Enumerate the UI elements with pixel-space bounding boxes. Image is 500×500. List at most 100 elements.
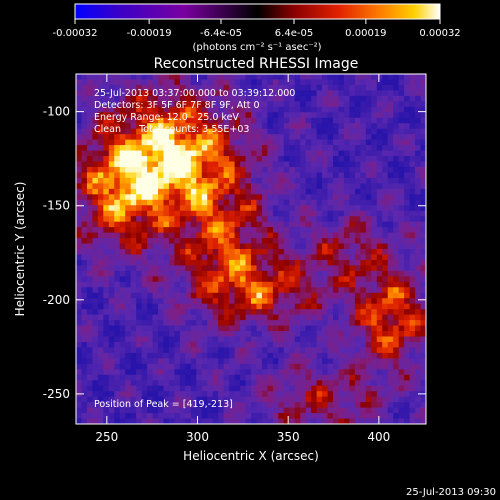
heatmap-cell [81,331,88,337]
heatmap-cell [354,106,361,113]
heatmap-cell [190,363,197,370]
heatmap-cell [86,172,93,179]
heatmap-cell [360,254,367,261]
heatmap-cell [86,265,93,272]
heatmap-cell [103,221,110,228]
heatmap-cell [201,320,208,326]
heatmap-cell [349,402,356,408]
heatmap-cell [327,205,334,212]
y-axis-label: Heliocentric Y (arcsec) [13,182,27,317]
heatmap-cell [404,150,410,157]
heatmap-cell [163,156,170,162]
heatmap-cell [343,391,350,398]
heatmap-cell [289,374,296,381]
heatmap-cell [245,194,252,201]
heatmap-cell [185,74,192,80]
heatmap-cell [387,177,394,184]
heatmap-cell [114,139,121,146]
heatmap-cell [114,287,121,294]
heatmap-cell [185,221,192,228]
heatmap-cell [420,199,426,206]
heatmap-cell [393,172,400,179]
heatmap-cell [125,166,132,173]
heatmap-cell [404,396,410,403]
heatmap-cell [86,117,93,124]
heatmap-cell [409,259,416,266]
heatmap-cell [415,287,421,294]
heatmap-cell [245,325,252,332]
heatmap-cell [376,84,383,91]
heatmap-cell [360,243,367,250]
y-tick-label: -200 [43,293,70,307]
heatmap-cell [81,336,88,343]
heatmap-cell [108,314,115,321]
heatmap-cell [278,188,285,195]
heatmap-cell [86,303,93,310]
heatmap-cell [212,254,219,261]
heatmap-cell [251,145,257,151]
heatmap-cell [415,117,421,124]
heatmap-cell [311,265,318,272]
heatmap-cell [360,270,367,277]
heatmap-cell [327,199,334,206]
heatmap-cell [212,331,219,337]
heatmap-cell [92,402,99,408]
heatmap-cell [152,418,159,424]
heatmap-cell [125,161,132,168]
heatmap-cell [185,123,192,130]
heatmap-cell [179,418,186,424]
heatmap-cell [256,391,263,398]
heatmap-cell [108,331,115,337]
heatmap-cell [300,210,307,217]
heatmap-cell [261,259,268,266]
heatmap-cell [305,314,312,321]
heatmap-cell [174,243,181,250]
heatmap-cell [322,363,328,370]
heatmap-cell [245,347,252,354]
heatmap-cell [218,183,225,190]
heatmap-cell [398,298,405,305]
heatmap-cell [415,303,421,310]
heatmap-cell [327,150,334,157]
chart-title: Reconstructed RHESSI Image [154,56,359,72]
heatmap-cell [174,84,181,91]
heatmap-cell [338,249,345,255]
heatmap-cell [327,90,334,97]
heatmap-cell [333,177,339,184]
heatmap-cell [300,74,307,80]
heatmap-cell [300,183,307,190]
heatmap-cell [316,161,323,168]
heatmap-cell [168,358,175,365]
heatmap-cell [76,74,82,80]
heatmap-cell [125,232,132,239]
heatmap-cell [223,221,230,228]
heatmap-cell [76,314,82,321]
heatmap-cell [305,210,312,217]
heatmap-cell [338,347,345,354]
heatmap-cell [190,341,197,348]
heatmap-cell [261,418,268,424]
heatmap-cell [371,227,378,233]
heatmap-cell [81,396,88,403]
heatmap-cell [294,210,301,217]
heatmap-cell [300,112,307,119]
heatmap-cell [218,380,225,387]
heatmap-cell [256,314,263,321]
heatmap-cell [174,90,181,97]
heatmap-cell [409,347,416,354]
heatmap-cell [190,134,197,141]
heatmap-cell [234,112,241,119]
heatmap-cell [158,112,164,119]
heatmap-cell [420,265,426,272]
heatmap-cell [103,347,110,354]
heatmap-cell [294,358,301,365]
heatmap-cell [267,276,274,283]
heatmap-cell [251,325,257,332]
heatmap-cell [420,336,426,343]
heatmap-cell [294,265,301,272]
heatmap-cell [349,254,356,261]
heatmap-cell [360,232,367,239]
heatmap-cell [92,112,99,119]
heatmap-cell [398,90,405,97]
heatmap-cell [404,358,410,365]
